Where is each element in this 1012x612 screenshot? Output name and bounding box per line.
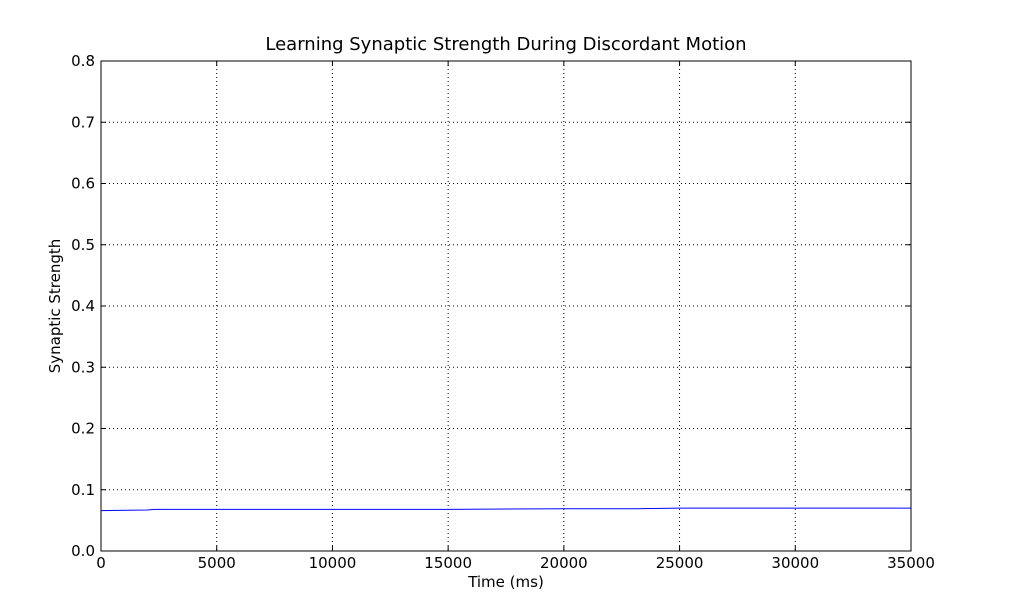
x-tick-label: 35000 bbox=[887, 554, 935, 572]
tick-labels: 0 5000 10000 15000 20000 25000 30000 35000 0.0 0.… bbox=[71, 52, 935, 572]
chart-title: Learning Synaptic Strength During Discor… bbox=[265, 34, 746, 55]
y-tick-label: 0.8 bbox=[71, 52, 95, 70]
y-tick-label: 0.0 bbox=[71, 542, 95, 560]
y-tick-label: 0.2 bbox=[71, 420, 95, 438]
grid bbox=[101, 61, 911, 551]
y-tick-label: 0.6 bbox=[71, 175, 95, 193]
y-tick-label: 0.5 bbox=[71, 236, 95, 254]
x-tick-label: 5000 bbox=[198, 554, 236, 572]
x-tick-label: 10000 bbox=[309, 554, 357, 572]
y-tick-label: 0.1 bbox=[71, 481, 95, 499]
x-tick-label: 20000 bbox=[540, 554, 588, 572]
x-tick-label: 25000 bbox=[656, 554, 704, 572]
series-layer bbox=[100, 507, 911, 512]
y-tick-label: 0.3 bbox=[71, 358, 95, 376]
y-tick-label: 0.4 bbox=[71, 297, 95, 315]
y-axis-label: Synaptic Strength bbox=[46, 239, 64, 374]
x-tick-label: 30000 bbox=[771, 554, 819, 572]
x-tick-label: 0 bbox=[96, 554, 106, 572]
x-tick-label: 15000 bbox=[424, 554, 472, 572]
series-line bbox=[100, 507, 911, 512]
y-tick-label: 0.7 bbox=[71, 113, 95, 131]
ticks bbox=[100, 60, 912, 552]
x-axis-label: Time (ms) bbox=[467, 573, 544, 591]
